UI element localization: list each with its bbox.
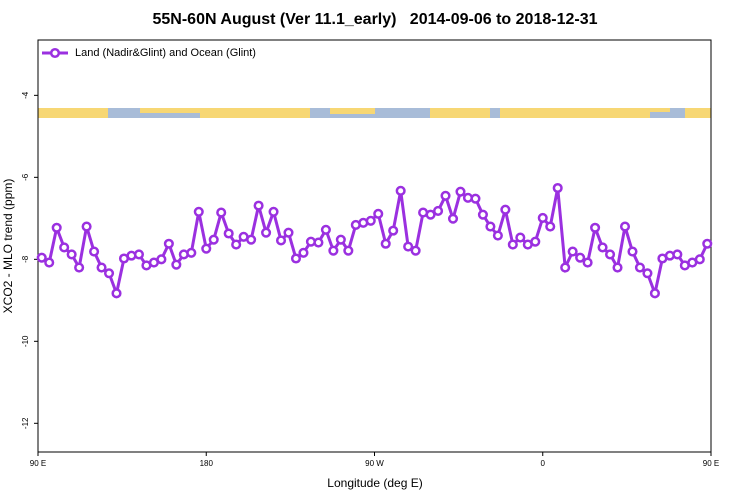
point — [477, 209, 488, 220]
point — [470, 193, 481, 204]
point — [380, 238, 391, 249]
point — [373, 208, 384, 219]
x-axis-label: Longitude (deg E) — [327, 476, 422, 490]
point — [455, 186, 466, 197]
legend-marker — [49, 47, 61, 59]
point — [582, 257, 593, 268]
point — [447, 213, 459, 224]
point — [395, 185, 406, 196]
point — [500, 204, 511, 215]
x-tick-label: 90 E — [703, 459, 719, 468]
point — [672, 249, 683, 260]
point — [328, 245, 339, 256]
point — [612, 262, 623, 273]
point — [560, 262, 571, 273]
point — [552, 182, 563, 194]
legend-label: Land (Nadir&Glint) and Ocean (Glint) — [75, 47, 256, 59]
y-tick-label: -4 — [21, 91, 30, 99]
point — [365, 215, 376, 226]
series-line — [40, 187, 709, 299]
point — [410, 245, 421, 256]
point — [702, 238, 713, 249]
point — [425, 209, 436, 220]
point — [103, 268, 115, 279]
y-tick-label: -12 — [21, 417, 30, 429]
point — [642, 268, 653, 279]
point — [193, 206, 204, 217]
point — [51, 222, 62, 233]
point — [253, 200, 264, 211]
point — [283, 227, 294, 238]
point — [575, 252, 586, 263]
point — [74, 262, 85, 273]
point — [66, 249, 77, 260]
point — [627, 246, 638, 257]
point — [433, 205, 444, 216]
point — [485, 221, 496, 232]
x-tick-label: 0 — [541, 459, 546, 468]
point — [208, 234, 219, 245]
point — [201, 243, 212, 254]
point — [261, 227, 272, 238]
chart-title: 55N-60N August (Ver 11.1_early) 2014-09-… — [153, 11, 598, 28]
x-tick-label: 180 — [200, 459, 214, 468]
point — [171, 259, 182, 270]
point — [634, 262, 646, 273]
point — [246, 234, 257, 245]
point — [590, 222, 601, 233]
x-tick-label: 90 E — [30, 459, 46, 468]
point — [163, 238, 174, 249]
point — [597, 242, 608, 253]
point — [156, 254, 167, 265]
point — [335, 234, 346, 245]
point — [216, 207, 227, 218]
point — [694, 254, 705, 265]
point — [186, 247, 197, 258]
point — [313, 237, 324, 248]
point — [619, 221, 631, 232]
y-axis-label: XCO2 - MLO trend (ppm) — [1, 179, 15, 314]
point — [81, 221, 92, 232]
point — [567, 246, 578, 257]
point — [545, 221, 556, 232]
point — [290, 253, 302, 264]
map-band — [38, 108, 711, 118]
point — [268, 206, 279, 217]
point — [89, 246, 100, 257]
point — [59, 242, 70, 253]
point — [530, 236, 541, 247]
point — [111, 288, 122, 299]
point — [133, 249, 144, 260]
point — [231, 239, 242, 250]
point — [275, 235, 287, 246]
plot-frame — [37, 39, 712, 453]
point — [223, 228, 234, 239]
point — [343, 245, 354, 256]
point — [537, 212, 548, 223]
point — [605, 249, 616, 260]
point — [96, 262, 107, 273]
y-tick-label: -8 — [21, 255, 30, 263]
point — [403, 241, 414, 252]
point — [36, 252, 47, 263]
y-tick-label: -6 — [21, 173, 30, 181]
y-tick-label: -10 — [21, 335, 30, 347]
x-tick-label: 90 W — [365, 459, 384, 468]
point — [388, 225, 399, 236]
point — [492, 230, 503, 241]
point — [507, 239, 518, 250]
point — [515, 232, 526, 243]
point — [649, 288, 660, 299]
point — [298, 247, 309, 258]
point — [44, 257, 55, 268]
point — [440, 190, 451, 201]
point — [320, 224, 331, 235]
